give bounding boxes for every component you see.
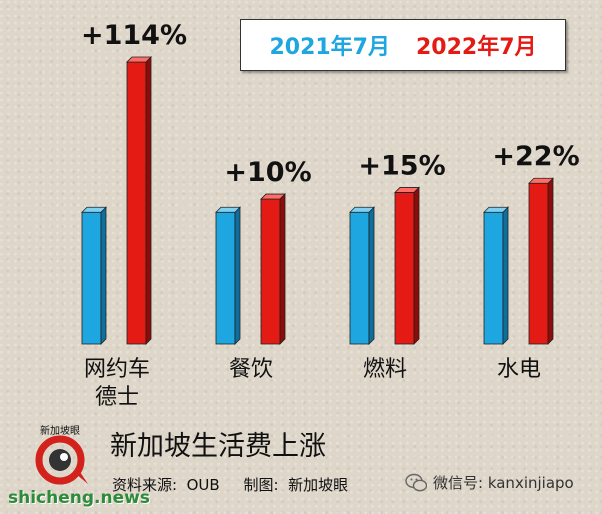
logo-text: 新加坡眼 — [40, 424, 80, 437]
bar-2021-2 — [349, 206, 375, 345]
bar-2022-2 — [394, 186, 420, 345]
wechat-id: 微信号: kanxinjiapo — [405, 472, 574, 493]
annotation-2: +15% — [358, 150, 445, 181]
bar-2022-0 — [126, 56, 152, 345]
annotation-0: +114% — [81, 20, 187, 51]
category-label-2: 燃料 — [363, 357, 407, 382]
category-label-3: 水电 — [497, 357, 541, 382]
legend-series-2021: 2021年7月 — [269, 35, 390, 60]
logo-icon: 新加坡眼 — [35, 424, 88, 485]
legend-series-2022: 2022年7月 — [416, 35, 537, 60]
wechat-icon — [405, 473, 427, 491]
site-watermark: shicheng.news — [8, 488, 150, 508]
bar-2022-3 — [528, 177, 554, 345]
source-credit: 资料来源: OUB 制图: 新加坡眼 — [112, 476, 349, 494]
category-label-1: 餐饮 — [229, 357, 273, 382]
bar-chart: +114% 网约车德士 +10% 餐饮 +15% 燃料 +22% 水电 — [81, 20, 580, 410]
bar-2021-1 — [215, 206, 241, 345]
bar-2021-3 — [483, 206, 509, 345]
annotation-3: +22% — [492, 141, 579, 172]
bar-2021-0 — [81, 206, 107, 345]
category-label-0: 网约车德士 — [84, 357, 150, 410]
legend: 2021年7月 2022年7月 — [240, 19, 566, 71]
wechat-label: 微信号: kanxinjiapo — [433, 474, 574, 492]
bar-2022-1 — [260, 193, 286, 345]
footer-title: 新加坡生活费上涨 — [110, 431, 326, 462]
annotation-1: +10% — [224, 157, 311, 188]
